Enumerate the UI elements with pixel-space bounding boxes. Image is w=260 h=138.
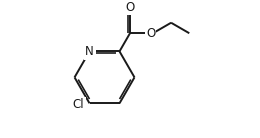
Text: O: O <box>125 1 135 14</box>
Text: N: N <box>85 45 94 58</box>
Text: Cl: Cl <box>73 98 84 111</box>
Text: O: O <box>146 27 155 40</box>
